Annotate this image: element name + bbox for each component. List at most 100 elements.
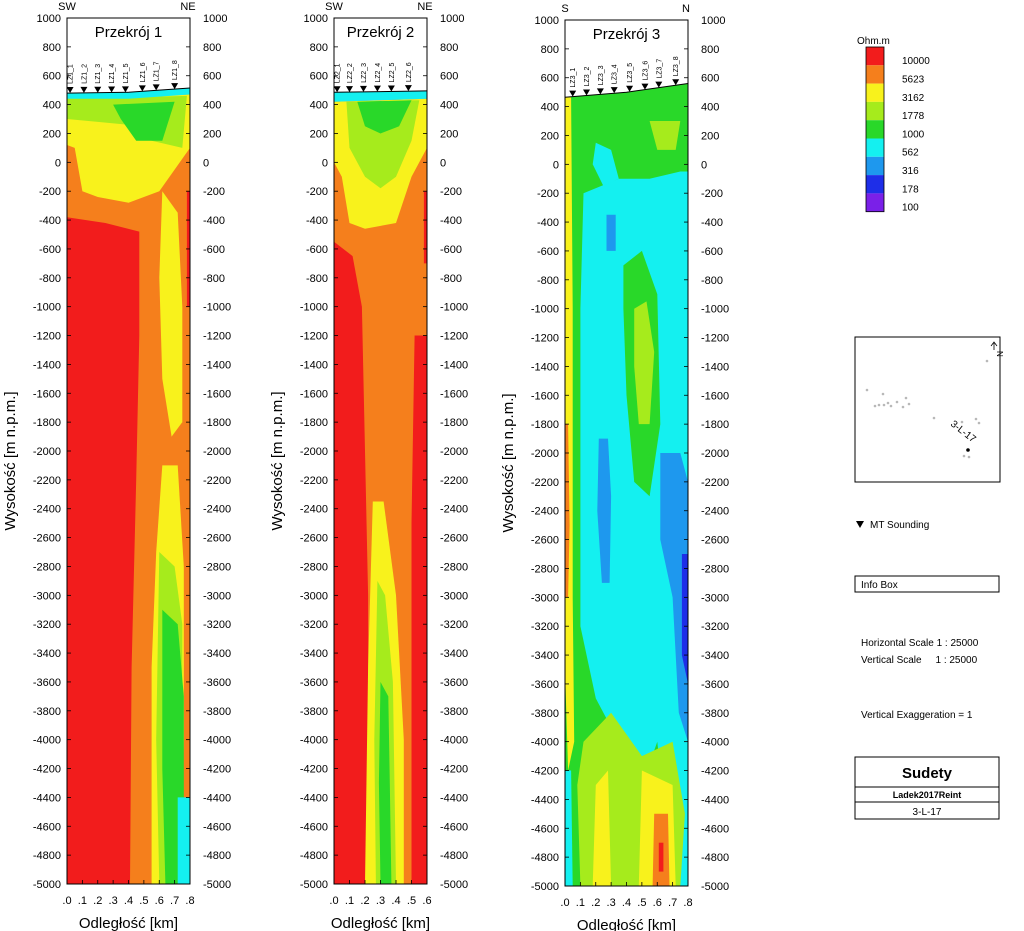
mt-sounding-label: MT Sounding: [870, 520, 929, 531]
resistivity-zone: [334, 90, 427, 102]
y-tick-label: -2600: [203, 533, 231, 545]
y-tick-label: 200: [701, 130, 719, 142]
mt-station-marker: [626, 85, 634, 92]
y-tick-label: -1200: [440, 331, 468, 343]
y-tick-label: -3200: [33, 619, 61, 631]
north-label: N: [995, 351, 1004, 357]
y-tick-label: -3600: [203, 677, 231, 689]
y-tick-label: -3400: [300, 648, 328, 660]
y-tick-label: -4600: [300, 821, 328, 833]
y-tick-label: -1200: [300, 331, 328, 343]
mt-station-marker: [641, 83, 649, 90]
map-points: [865, 359, 989, 459]
y-tick-label: 400: [701, 102, 719, 114]
y-tick-label: -4000: [440, 735, 468, 747]
station-label: LZ1_2: [81, 64, 88, 84]
y-tick-label: -1800: [33, 417, 61, 429]
legend-swatch: [866, 193, 884, 212]
horizontal-scale: Horizontal Scale 1 : 25000: [861, 638, 979, 649]
mt-station-marker: [171, 83, 179, 90]
y-tick-label: -600: [39, 244, 61, 256]
y-tick-label: 600: [541, 73, 559, 85]
y-tick-label: -2000: [300, 446, 328, 458]
y-tick-label: -1800: [203, 417, 231, 429]
resistivity-zone: [334, 241, 369, 884]
y-tick-label: -3000: [203, 590, 231, 602]
y-tick-label: -5000: [701, 881, 729, 893]
y-tick-label: -3800: [531, 708, 559, 720]
y-tick-label: 0: [553, 159, 559, 171]
x-tick-label: .7: [668, 897, 677, 909]
y-tick-label: -3800: [300, 706, 328, 718]
y-tick-label: -1600: [33, 388, 61, 400]
resistivity-zone: [423, 191, 427, 264]
map-point: [985, 359, 989, 363]
y-tick-label: -2600: [440, 533, 468, 545]
y-tick-label: -1000: [300, 302, 328, 314]
y-tick-label: -4800: [300, 850, 328, 862]
y-tick-label: 1000: [37, 13, 61, 25]
y-tick-label: -3800: [33, 706, 61, 718]
y-tick-label: -1800: [701, 419, 729, 431]
title-block-project: Ladek2017Reint: [893, 790, 962, 800]
resistivity-zone: [658, 842, 664, 872]
resistivity-zone: [660, 453, 688, 742]
map-point: [895, 400, 899, 404]
y-tick-label: -4000: [531, 737, 559, 749]
mt-station-marker: [596, 88, 604, 95]
y-tick-label: -400: [701, 217, 723, 229]
y-tick-label: -3000: [300, 590, 328, 602]
y-tick-label: -800: [203, 273, 225, 285]
resistivity-field: [67, 88, 190, 884]
mt-station-marker: [583, 89, 591, 96]
y-tick-label: -4600: [440, 821, 468, 833]
y-tick-label: 800: [541, 44, 559, 56]
x-axis-label: Odległość [km]: [79, 915, 178, 931]
station-label: LZ2_3: [361, 63, 368, 83]
y-tick-label: -4000: [701, 737, 729, 749]
y-tick-label: -4200: [440, 764, 468, 776]
y-tick-label: 400: [541, 102, 559, 114]
x-tick-label: .3: [607, 897, 616, 909]
y-tick-label: -1000: [531, 304, 559, 316]
station-label: LZ2_6: [406, 62, 413, 82]
station-label: LZ3_8: [673, 56, 680, 76]
y-tick-label: 800: [203, 42, 221, 54]
mt-station-marker: [108, 86, 116, 93]
vertical-scale: Vertical Scale 1 : 25000: [861, 655, 978, 666]
y-tick-label: -4400: [33, 792, 61, 804]
title-block-region: Sudety: [902, 765, 953, 782]
color-legend: Ohm.m 10000 5623 3162 1778 1000 562 316 178 100: [857, 36, 930, 214]
topography-line: [564, 83, 689, 98]
resistivity-zone: [159, 191, 183, 437]
y-tick-label: 1000: [203, 13, 227, 25]
mt-sounding-icon: [856, 521, 864, 528]
section-3: 1000 1000 800 800 600 600 400 400 200 200 0 0 -200 -2…: [500, 3, 729, 931]
station-label: LZ3_5: [627, 63, 634, 83]
y-tick-label: -1800: [440, 417, 468, 429]
legend-swatch: [866, 120, 884, 139]
y-tick-label: -3400: [440, 648, 468, 660]
legend-value: 100: [902, 203, 919, 214]
y-tick-label: -600: [440, 244, 462, 256]
section-title: Przekrój 3: [593, 26, 661, 43]
mt-station-marker: [359, 85, 367, 92]
y-tick-label: 800: [310, 42, 328, 54]
title-block: Sudety Ladek2017Reint 3-L-17: [854, 756, 1000, 820]
resistivity-zone: [634, 301, 655, 425]
mt-station-marker: [373, 85, 381, 92]
y-tick-label: -200: [537, 188, 559, 200]
resistivity-zone: [606, 214, 616, 251]
y-tick-label: -2400: [203, 504, 231, 516]
y-tick-label: -5000: [203, 879, 231, 891]
y-tick-label: -4400: [440, 792, 468, 804]
legend-value: 562: [902, 148, 919, 159]
map-point: [901, 405, 905, 409]
y-tick-label: -4200: [300, 764, 328, 776]
y-tick-label: -2200: [531, 477, 559, 489]
y-tick-label: -1000: [701, 304, 729, 316]
x-tick-label: .0: [560, 897, 569, 909]
x-tick-label: .4: [124, 895, 133, 907]
y-tick-label: -3400: [33, 648, 61, 660]
y-tick-label: -2400: [33, 504, 61, 516]
